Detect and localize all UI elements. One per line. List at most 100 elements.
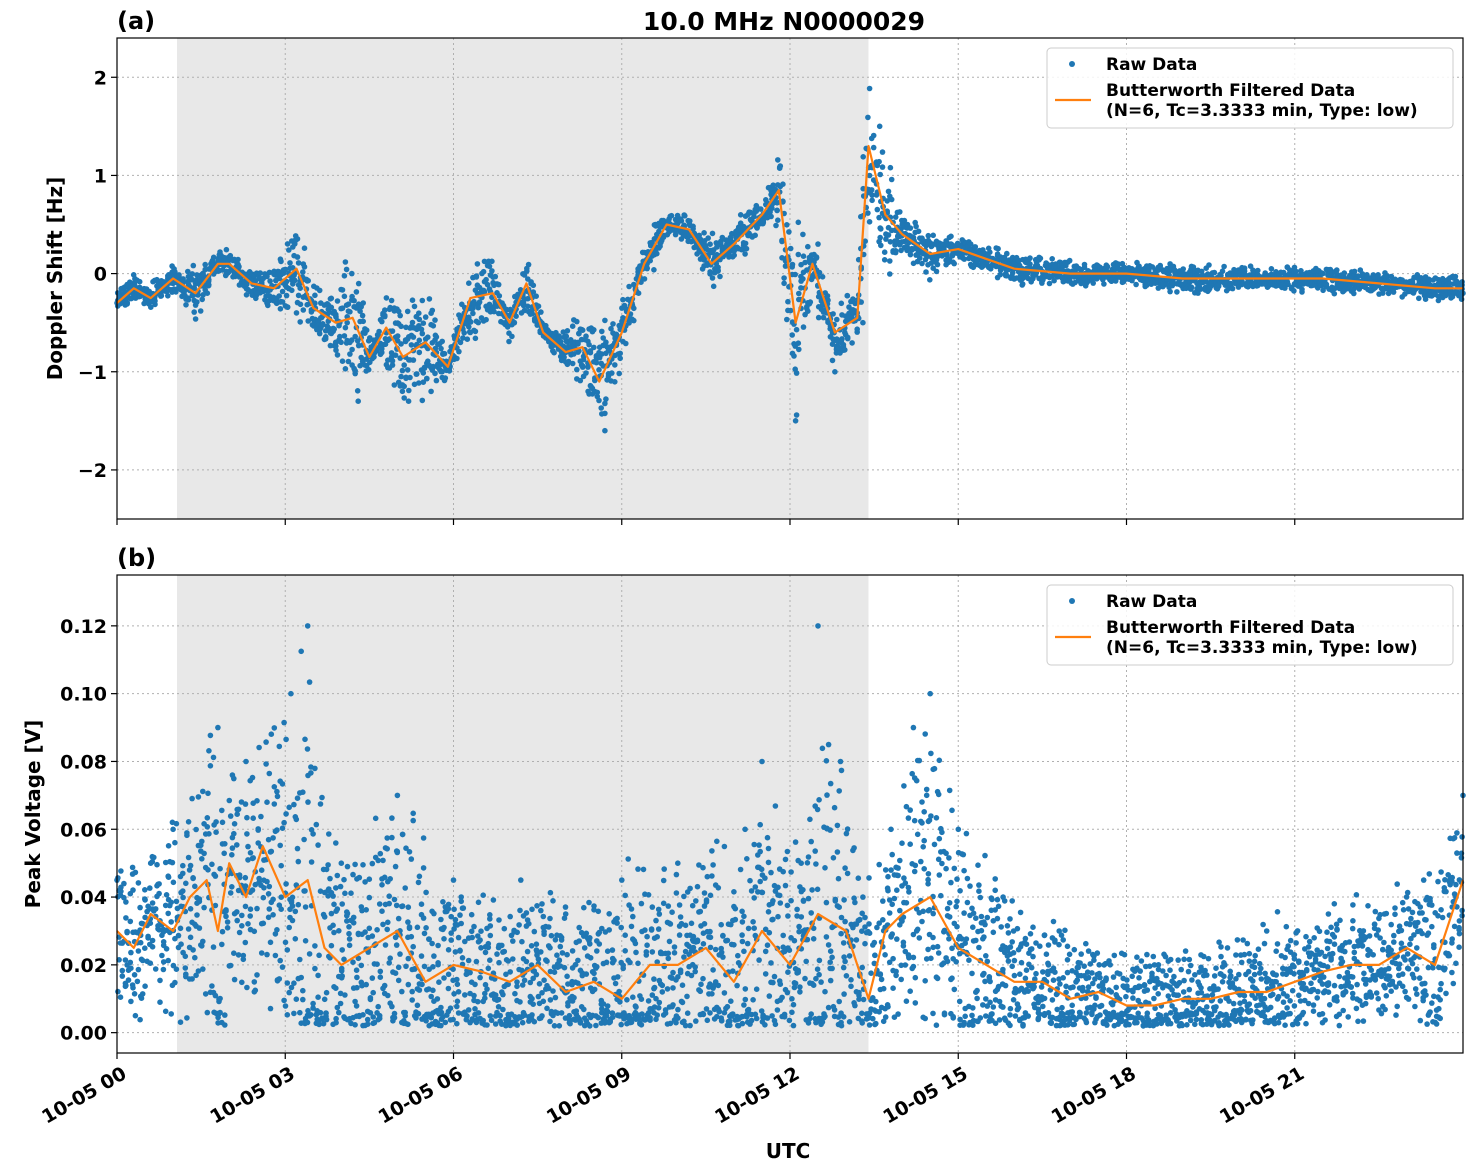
raw-data-point bbox=[795, 340, 802, 347]
raw-data-point bbox=[618, 924, 624, 931]
raw-data-point bbox=[358, 962, 365, 969]
raw-data-point bbox=[301, 836, 307, 843]
raw-data-point bbox=[204, 1009, 211, 1016]
raw-data-point bbox=[481, 258, 488, 265]
raw-data-point bbox=[587, 955, 594, 961]
raw-data-point bbox=[190, 262, 197, 269]
raw-data-point bbox=[739, 938, 746, 945]
raw-data-point bbox=[690, 933, 697, 940]
raw-data-point bbox=[317, 888, 324, 894]
raw-data-point bbox=[124, 301, 130, 307]
raw-data-point bbox=[448, 913, 455, 920]
raw-data-point bbox=[297, 319, 304, 325]
raw-data-point bbox=[357, 308, 363, 315]
raw-data-point bbox=[715, 982, 722, 989]
raw-data-point bbox=[758, 206, 764, 212]
raw-data-point bbox=[224, 919, 231, 925]
raw-data-point bbox=[119, 973, 126, 979]
raw-data-point bbox=[350, 959, 356, 965]
raw-data-point bbox=[505, 958, 512, 964]
raw-data-point bbox=[315, 842, 321, 848]
raw-data-point bbox=[512, 990, 518, 997]
raw-data-point bbox=[482, 990, 488, 997]
raw-data-point bbox=[757, 821, 763, 828]
raw-data-point bbox=[346, 936, 353, 942]
raw-data-point bbox=[561, 354, 567, 361]
raw-data-point bbox=[339, 947, 346, 953]
raw-data-point bbox=[1180, 266, 1186, 272]
raw-data-point bbox=[1239, 278, 1245, 285]
raw-data-point bbox=[430, 363, 437, 370]
raw-data-point bbox=[455, 1010, 462, 1016]
raw-data-point bbox=[420, 915, 427, 921]
y-tick-label: 0 bbox=[94, 264, 107, 286]
raw-data-point bbox=[686, 943, 692, 950]
raw-data-point bbox=[123, 982, 129, 989]
raw-data-point bbox=[927, 277, 933, 283]
raw-data-point bbox=[279, 299, 286, 305]
raw-data-point bbox=[816, 269, 823, 276]
raw-data-point bbox=[401, 395, 408, 401]
raw-data-point bbox=[254, 290, 260, 297]
raw-data-point bbox=[684, 1010, 691, 1016]
raw-data-point bbox=[571, 994, 577, 1001]
raw-data-point bbox=[766, 929, 773, 936]
raw-data-point bbox=[287, 260, 293, 266]
raw-data-point bbox=[1334, 267, 1340, 273]
raw-data-point bbox=[987, 249, 993, 255]
raw-data-point bbox=[177, 925, 184, 932]
raw-data-point bbox=[454, 355, 460, 362]
raw-data-point bbox=[392, 934, 399, 941]
raw-data-point bbox=[323, 989, 330, 996]
raw-data-point bbox=[180, 894, 186, 901]
raw-data-point bbox=[756, 957, 762, 963]
raw-data-point bbox=[559, 950, 566, 956]
raw-data-point bbox=[802, 259, 808, 266]
raw-data-point bbox=[677, 914, 684, 920]
raw-data-point bbox=[557, 338, 564, 345]
raw-data-point bbox=[294, 254, 301, 260]
raw-data-point bbox=[654, 959, 660, 965]
raw-data-point bbox=[510, 938, 516, 944]
raw-data-point bbox=[398, 373, 404, 380]
raw-data-point bbox=[394, 848, 401, 855]
raw-data-point bbox=[596, 397, 602, 404]
raw-data-point bbox=[709, 991, 715, 997]
raw-data-point bbox=[614, 915, 620, 922]
raw-data-point bbox=[420, 320, 427, 327]
raw-data-point bbox=[690, 223, 696, 230]
raw-data-point bbox=[325, 862, 331, 868]
raw-data-point bbox=[661, 866, 667, 872]
raw-data-point bbox=[300, 789, 306, 795]
raw-data-point bbox=[997, 271, 1004, 278]
raw-data-point bbox=[487, 932, 494, 939]
raw-data-point bbox=[302, 736, 308, 743]
raw-data-point bbox=[405, 1021, 411, 1028]
raw-data-point bbox=[781, 275, 787, 281]
raw-data-point bbox=[718, 949, 725, 956]
raw-data-point bbox=[569, 323, 576, 330]
raw-data-point bbox=[524, 948, 531, 955]
raw-data-point bbox=[585, 388, 591, 395]
raw-data-point bbox=[312, 965, 318, 972]
raw-data-point bbox=[274, 788, 280, 795]
raw-data-point bbox=[1452, 273, 1459, 280]
raw-data-point bbox=[366, 925, 373, 932]
raw-data-point bbox=[341, 293, 348, 300]
raw-data-point bbox=[322, 336, 329, 342]
raw-data-point bbox=[751, 895, 757, 901]
raw-data-point bbox=[764, 834, 771, 841]
raw-data-point bbox=[339, 305, 346, 312]
raw-data-point bbox=[478, 945, 484, 951]
raw-data-point bbox=[881, 249, 888, 255]
raw-data-point bbox=[251, 979, 258, 985]
raw-data-point bbox=[401, 362, 408, 368]
raw-data-point bbox=[207, 732, 214, 739]
raw-data-point bbox=[718, 921, 724, 928]
raw-data-point bbox=[234, 811, 240, 817]
raw-data-point bbox=[787, 245, 794, 252]
raw-data-point bbox=[741, 1002, 747, 1008]
raw-data-point bbox=[583, 370, 589, 376]
raw-data-point bbox=[272, 952, 279, 959]
raw-data-point bbox=[351, 297, 357, 304]
